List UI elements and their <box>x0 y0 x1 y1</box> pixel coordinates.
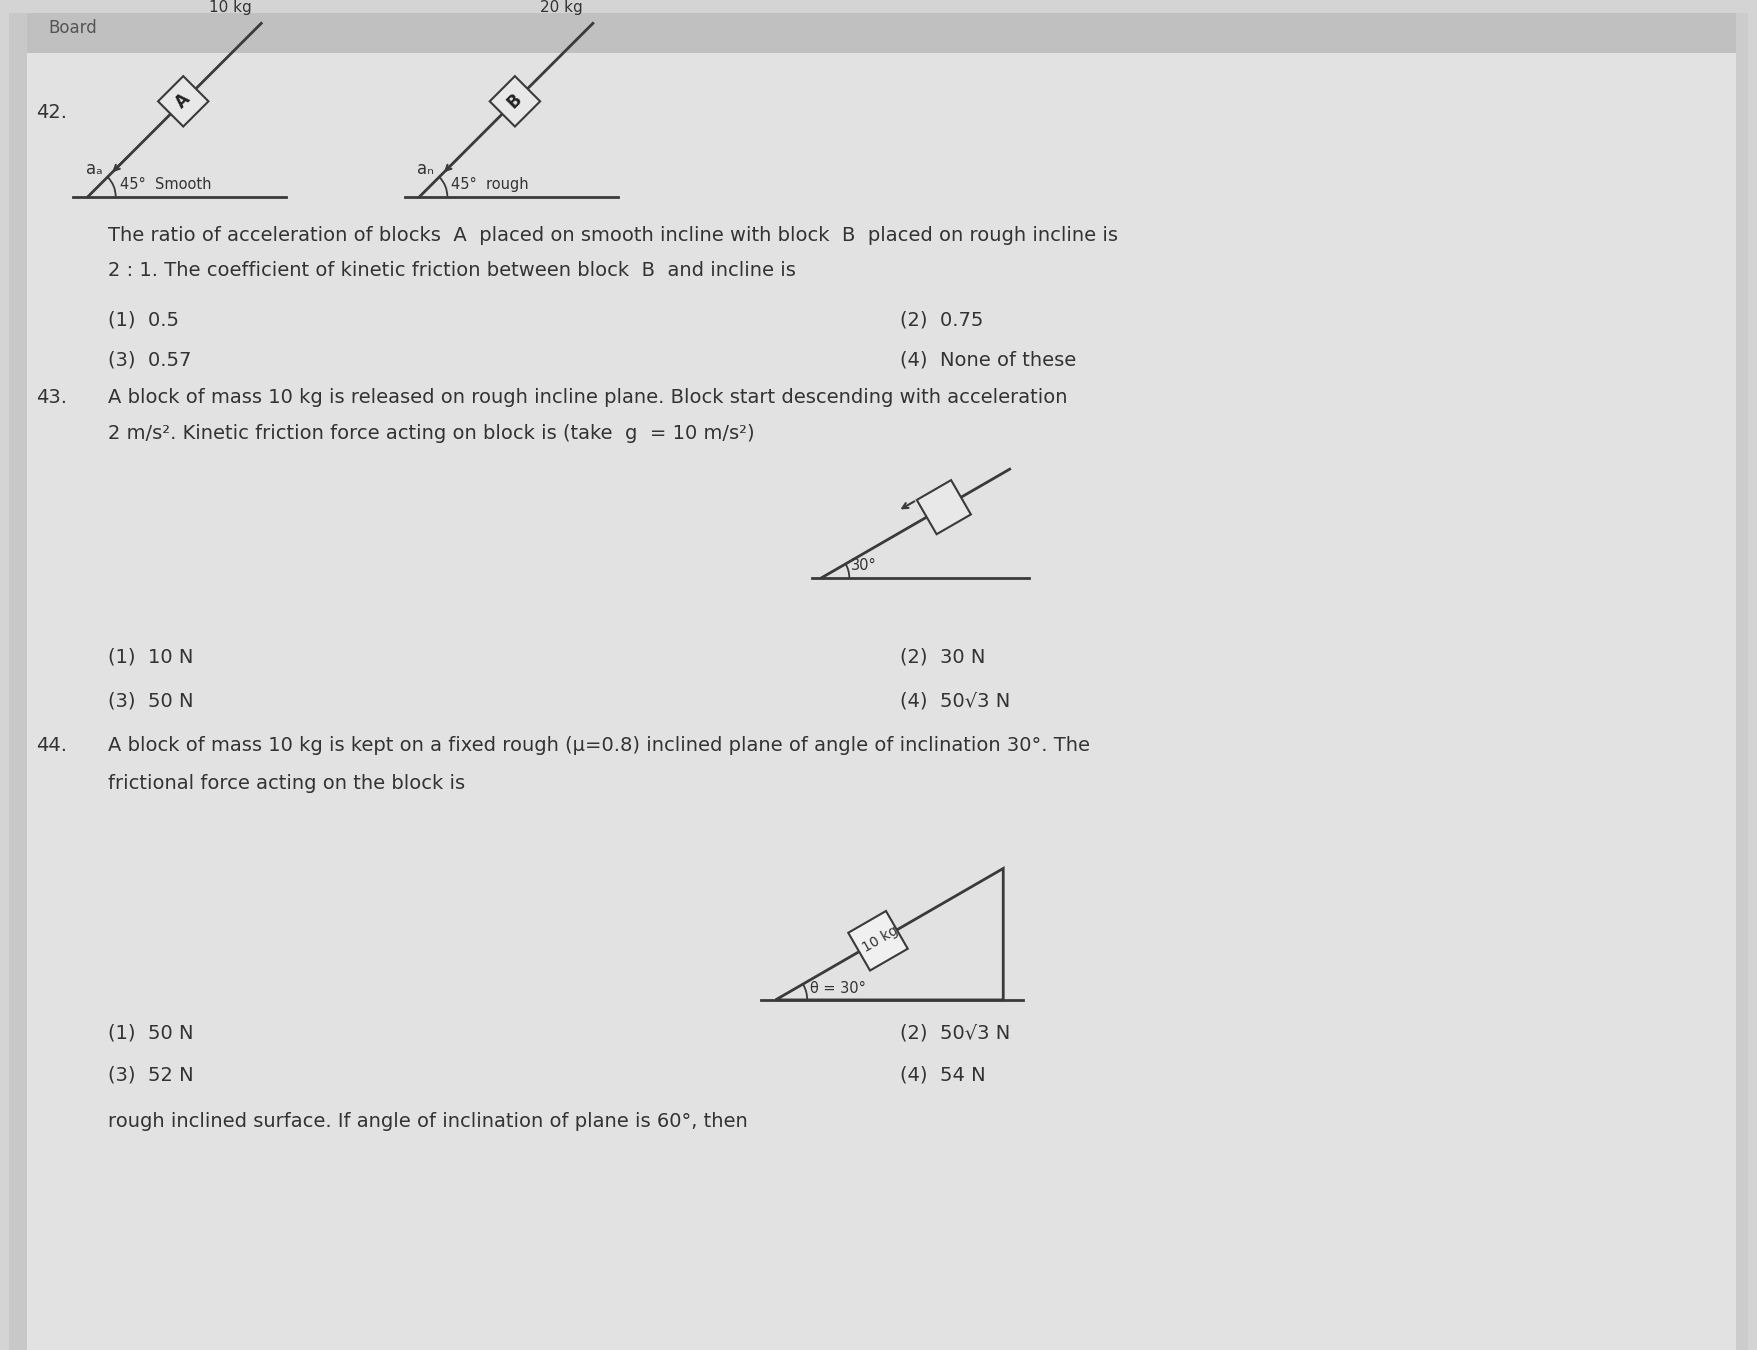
Text: (2)  30 N: (2) 30 N <box>900 647 986 666</box>
Text: 10 kg: 10 kg <box>209 0 251 15</box>
Text: 10 kg: 10 kg <box>859 923 900 954</box>
Text: (3)  52 N: (3) 52 N <box>107 1066 193 1085</box>
Polygon shape <box>917 481 972 535</box>
Text: A: A <box>172 90 195 112</box>
Text: 45°  Smooth: 45° Smooth <box>119 177 211 192</box>
Text: 44.: 44. <box>37 736 67 755</box>
Text: Board: Board <box>49 19 97 38</box>
Text: 20 kg: 20 kg <box>539 0 583 15</box>
Text: A block of mass 10 kg is kept on a fixed rough (μ=0.8) inclined plane of angle o: A block of mass 10 kg is kept on a fixed… <box>107 736 1089 755</box>
Text: 2 : 1. The coefficient of kinetic friction between block  B  and incline is: 2 : 1. The coefficient of kinetic fricti… <box>107 261 796 279</box>
Polygon shape <box>158 76 209 127</box>
Text: (2)  0.75: (2) 0.75 <box>900 310 984 329</box>
Bar <box>1736 14 1748 1350</box>
Text: (1)  0.5: (1) 0.5 <box>107 310 179 329</box>
Text: (3)  50 N: (3) 50 N <box>107 691 193 710</box>
Text: A block of mass 10 kg is released on rough incline plane. Block start descending: A block of mass 10 kg is released on rou… <box>107 387 1066 406</box>
Text: frictional force acting on the block is: frictional force acting on the block is <box>107 774 466 792</box>
Text: 2 m/s². Kinetic friction force acting on block is (take  g  = 10 m/s²): 2 m/s². Kinetic friction force acting on… <box>107 424 754 443</box>
Text: (4)  54 N: (4) 54 N <box>900 1066 986 1085</box>
Bar <box>9 14 1748 53</box>
Text: (1)  10 N: (1) 10 N <box>107 647 193 666</box>
Text: rough inclined surface. If angle of inclination of plane is 60°, then: rough inclined surface. If angle of incl… <box>107 1112 747 1131</box>
Text: 42.: 42. <box>37 103 67 122</box>
Text: B: B <box>504 90 525 112</box>
Text: (3)  0.57: (3) 0.57 <box>107 350 192 369</box>
Text: 30°: 30° <box>852 558 877 572</box>
Text: 43.: 43. <box>37 387 67 406</box>
Text: The ratio of acceleration of blocks  A  placed on smooth incline with block  B  : The ratio of acceleration of blocks A pl… <box>107 227 1117 246</box>
Polygon shape <box>490 76 539 127</box>
Text: aₙ: aₙ <box>416 161 434 178</box>
Text: (2)  50√3 N: (2) 50√3 N <box>900 1023 1010 1042</box>
Text: θ = 30°: θ = 30° <box>810 981 866 996</box>
Text: (4)  50√3 N: (4) 50√3 N <box>900 691 1010 710</box>
Text: 45°  rough: 45° rough <box>452 177 529 192</box>
Bar <box>9 14 26 1350</box>
Text: (4)  None of these: (4) None of these <box>900 350 1075 369</box>
Text: (1)  50 N: (1) 50 N <box>107 1023 193 1042</box>
Text: aₐ: aₐ <box>86 161 102 178</box>
Polygon shape <box>849 911 908 971</box>
